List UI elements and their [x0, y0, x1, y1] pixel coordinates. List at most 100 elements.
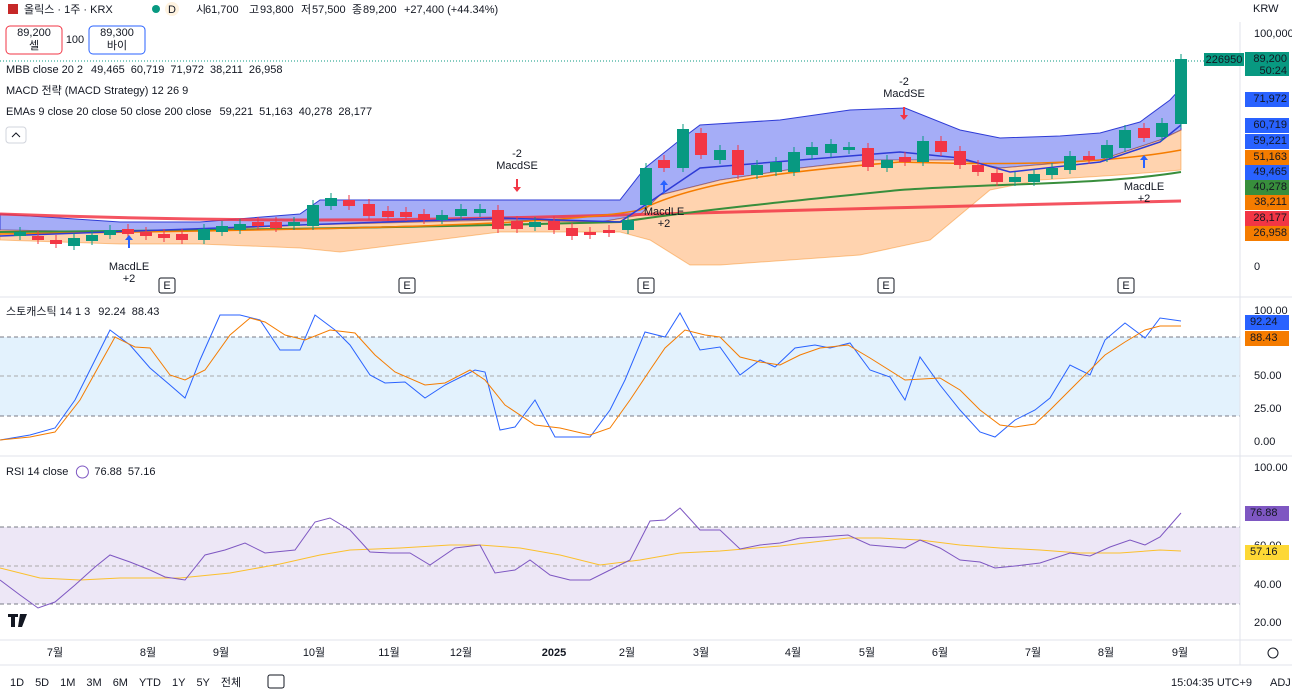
range-button[interactable]: 1Y: [172, 677, 186, 689]
indicator-value: 38,211: [210, 64, 243, 76]
candle-body: [343, 200, 355, 206]
price-tag: [1245, 211, 1289, 226]
candle-body: [307, 205, 319, 226]
tv-logo: [8, 614, 27, 627]
indicator-name: EMAs 9 close 20 close 50 close 200 close: [6, 106, 211, 118]
range-button[interactable]: 1D: [10, 677, 24, 689]
candle-body: [455, 209, 467, 216]
earnings-box: [398, 277, 416, 294]
candle-body: [50, 240, 62, 244]
candle-body: [862, 148, 874, 167]
price-change: +27,400 (+44.34%): [404, 4, 498, 16]
candle-body: [234, 224, 246, 230]
ohlc-item: 93,800: [260, 4, 294, 16]
candle-body: [751, 165, 763, 175]
sell-button[interactable]: [5, 25, 63, 55]
price-tag-label: 59,221: [1253, 135, 1287, 147]
candle-body: [584, 232, 596, 235]
ema-20: [0, 149, 1182, 235]
signal-label: MacdLE: [1124, 181, 1164, 193]
range-button[interactable]: YTD: [139, 677, 161, 689]
ohlc-item: 종: [352, 4, 362, 16]
stoch-axis-label: 25.00: [1254, 403, 1282, 415]
rsi-value: 57.16: [128, 466, 156, 478]
candle-body: [843, 147, 855, 150]
range-button[interactable]: 전체: [221, 676, 241, 689]
badge: D: [168, 4, 176, 16]
candle-body: [436, 215, 448, 220]
ohlc-item: 고: [249, 4, 259, 16]
candle-body: [1156, 123, 1168, 137]
collapse-button[interactable]: [5, 126, 27, 144]
range-button[interactable]: 3M: [86, 677, 101, 689]
stoch-axis-label: 50.00: [1254, 370, 1282, 382]
indicator-value: 60,719: [131, 64, 165, 76]
ema-200: [0, 199, 1182, 222]
buy-button[interactable]: [88, 25, 146, 55]
indicator-value: 28,177: [338, 106, 372, 118]
stochastic-pane: [0, 312, 1240, 441]
candle-body: [176, 234, 188, 240]
candle-body: [1138, 128, 1150, 138]
indicator-value: 40,278: [299, 106, 333, 118]
ohlc-item: 시: [196, 4, 206, 16]
range-button[interactable]: 5D: [35, 677, 49, 689]
stoch-d: [0, 317, 1181, 441]
clock: 15:04:35 UTC+9: [1171, 677, 1252, 689]
signal-qty: +2: [1138, 193, 1151, 205]
ohlc-item: 89,200: [363, 4, 397, 16]
range-button[interactable]: 1M: [60, 677, 75, 689]
candle-body: [529, 222, 541, 227]
price-tag: [1245, 150, 1289, 165]
price-tag-label: 51,163: [1253, 151, 1287, 163]
candle-body: [1009, 177, 1021, 182]
sell-price: 89,200: [17, 27, 51, 39]
price-tag-label: 38,211: [1254, 196, 1287, 208]
price-tag: [1245, 92, 1289, 107]
stoch-k: [0, 312, 1182, 441]
price-tag: [1245, 165, 1289, 180]
candle-body: [400, 212, 412, 217]
signal-arrow: [660, 180, 668, 193]
candle-body: [825, 144, 837, 153]
candle-body: [122, 229, 134, 234]
price-tag: [1245, 195, 1289, 210]
candle-body: [158, 234, 170, 238]
earnings-box: [158, 277, 176, 294]
earnings-label: E: [163, 280, 170, 292]
buy-price: 89,300: [100, 27, 134, 39]
price-tag: [1245, 134, 1289, 149]
price-tag-label: 40,278: [1253, 181, 1287, 193]
rsi-axis-label: 40.00: [1254, 579, 1282, 591]
candle-body: [917, 141, 929, 162]
price-axis-label: 0: [1254, 261, 1260, 273]
price-tag-label: 49,465: [1253, 166, 1287, 178]
candle-body: [788, 152, 800, 172]
price-axis-label: 100,000: [1254, 28, 1292, 40]
date-range-icon[interactable]: [267, 674, 285, 689]
signal-qty: -2: [899, 76, 909, 88]
earnings-label: E: [403, 280, 410, 292]
range-button[interactable]: 6M: [113, 677, 128, 689]
candle-body: [216, 226, 228, 232]
time-axis-label: 6월: [932, 646, 948, 659]
rsi-ma: [0, 537, 1182, 581]
adj-button[interactable]: ADJ: [1270, 677, 1291, 689]
candle-body: [363, 204, 375, 216]
settings-icon[interactable]: [1267, 647, 1279, 659]
rsi-icon[interactable]: [75, 465, 89, 479]
candle-body: [1046, 168, 1058, 175]
rsi-axis-label: 100.00: [1254, 462, 1288, 474]
price-tag: [1245, 180, 1289, 195]
price-tag: [1245, 226, 1289, 241]
stoch-value: 92.24: [98, 306, 126, 318]
signal-qty: +2: [123, 273, 136, 285]
time-axis-label: 12월: [450, 646, 472, 659]
candle-body: [1064, 156, 1076, 170]
stoch-axis-label: 0.00: [1254, 436, 1275, 448]
ohlc-item: 저: [301, 3, 311, 16]
candle-body: [899, 157, 911, 162]
ohlc-item: 57,500: [312, 4, 346, 16]
range-button[interactable]: 5Y: [196, 677, 210, 689]
